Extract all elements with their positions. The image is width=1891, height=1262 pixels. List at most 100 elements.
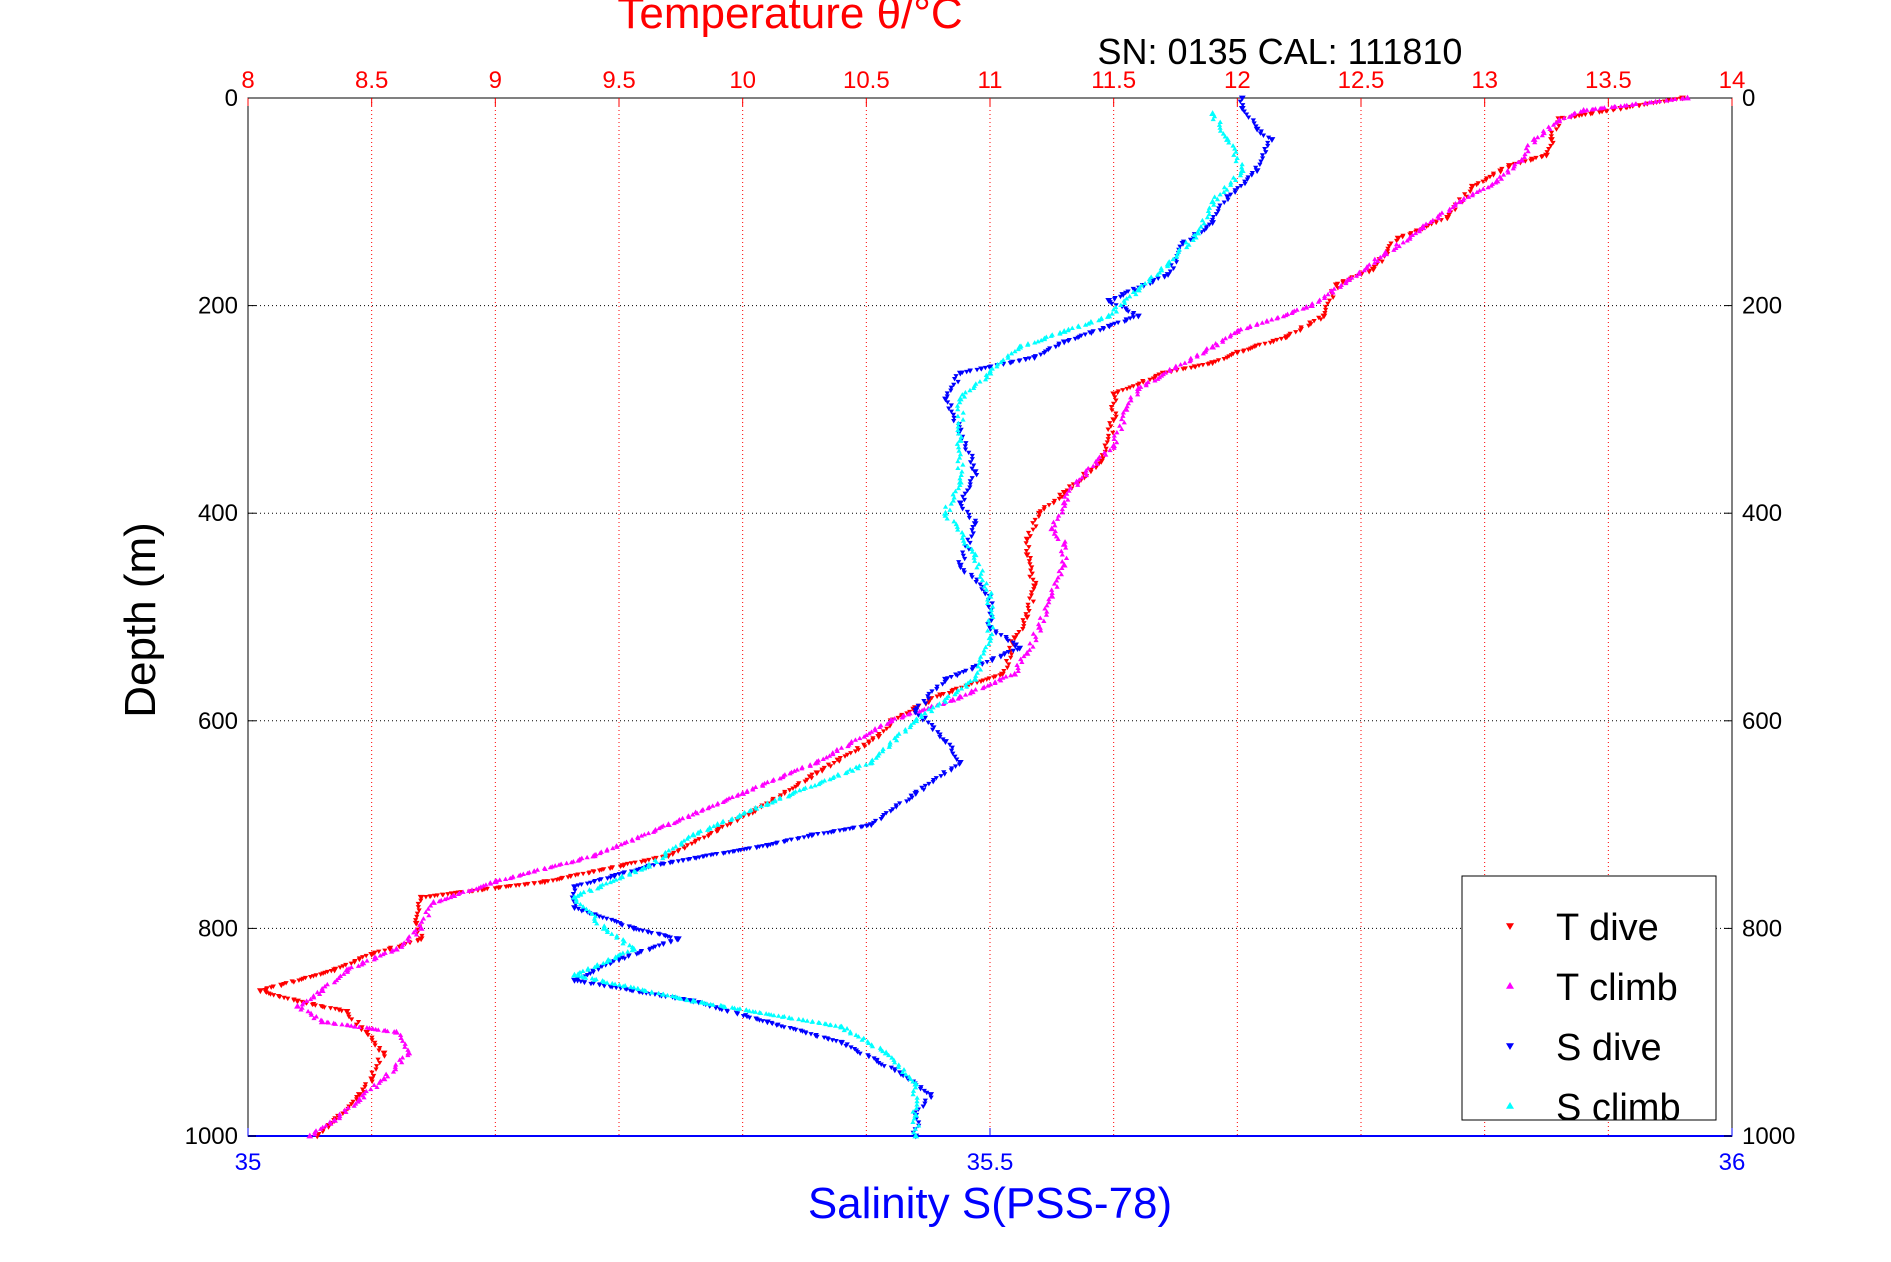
data-marker xyxy=(1026,608,1032,614)
data-marker xyxy=(678,996,684,1001)
data-marker xyxy=(1113,304,1119,310)
data-marker xyxy=(944,391,950,396)
data-marker xyxy=(449,891,455,897)
data-point xyxy=(1518,156,1526,163)
data-marker xyxy=(317,991,323,996)
data-point xyxy=(1036,623,1043,630)
data-marker xyxy=(1216,122,1223,127)
data-marker xyxy=(361,1094,367,1100)
data-marker xyxy=(1006,662,1012,667)
data-marker xyxy=(1037,615,1043,620)
data-marker xyxy=(318,1017,324,1022)
data-marker xyxy=(976,561,982,567)
y-axis-tick-label-right: 400 xyxy=(1742,500,1782,527)
data-marker xyxy=(1264,319,1270,324)
y-axis-tick-label: 800 xyxy=(198,915,238,942)
data-marker xyxy=(796,1016,802,1022)
data-marker xyxy=(1265,140,1271,146)
data-marker xyxy=(580,871,586,877)
data-marker xyxy=(1068,485,1074,490)
data-marker xyxy=(1306,323,1312,329)
data-marker xyxy=(970,524,976,530)
data-marker xyxy=(1220,131,1226,136)
data-marker xyxy=(966,515,972,521)
data-marker xyxy=(1122,300,1128,305)
data-marker xyxy=(962,389,968,395)
data-marker xyxy=(1500,172,1507,177)
data-marker xyxy=(866,730,872,736)
data-marker xyxy=(399,1055,406,1060)
data-marker xyxy=(954,757,960,762)
data-marker xyxy=(1444,216,1450,222)
data-marker xyxy=(969,549,975,554)
data-marker xyxy=(1033,637,1039,643)
data-marker xyxy=(620,950,626,955)
data-marker xyxy=(1523,145,1529,151)
data-marker xyxy=(951,495,957,500)
data-marker xyxy=(878,1062,884,1067)
data-marker xyxy=(910,1109,916,1114)
data-marker xyxy=(973,673,979,678)
data-marker xyxy=(609,985,615,990)
data-marker xyxy=(971,463,977,468)
data-point xyxy=(1031,583,1038,590)
data-marker xyxy=(1109,408,1115,413)
data-marker xyxy=(611,874,617,880)
data-marker xyxy=(947,698,954,703)
data-marker xyxy=(938,774,944,779)
data-marker xyxy=(1005,353,1011,358)
data-marker xyxy=(947,507,953,512)
data-marker xyxy=(910,1091,916,1097)
data-marker xyxy=(954,441,960,446)
data-marker xyxy=(586,871,592,876)
data-marker xyxy=(945,676,951,681)
data-marker xyxy=(974,367,980,373)
top-axis-tick-label: 9 xyxy=(489,67,502,94)
data-marker xyxy=(1058,548,1064,554)
data-marker xyxy=(507,875,513,881)
data-marker xyxy=(713,1006,719,1011)
data-marker xyxy=(955,424,961,429)
data-marker xyxy=(1102,443,1108,448)
data-marker xyxy=(369,1070,375,1076)
data-marker xyxy=(277,994,283,1000)
data-marker xyxy=(719,824,725,830)
series-t-climb xyxy=(294,94,1691,1139)
data-marker xyxy=(1201,220,1207,226)
data-marker xyxy=(967,460,974,465)
data-marker xyxy=(1049,587,1055,592)
data-marker xyxy=(726,850,732,855)
data-marker xyxy=(1104,440,1110,445)
data-marker xyxy=(954,524,960,529)
data-marker xyxy=(312,1131,318,1137)
data-marker xyxy=(955,431,962,436)
data-marker xyxy=(1113,411,1119,416)
data-marker xyxy=(646,857,652,863)
data-marker xyxy=(920,1104,926,1109)
data-marker xyxy=(971,385,977,391)
data-marker xyxy=(1245,347,1252,352)
data-point xyxy=(912,1080,920,1087)
data-marker xyxy=(1018,343,1024,348)
data-marker xyxy=(1672,96,1678,101)
data-marker xyxy=(604,876,611,881)
data-marker xyxy=(1187,358,1193,364)
data-marker xyxy=(1075,482,1081,487)
data-marker xyxy=(1322,311,1328,316)
data-marker xyxy=(1036,514,1042,520)
data-marker xyxy=(1045,347,1051,353)
data-marker xyxy=(790,786,796,791)
data-marker xyxy=(1124,296,1130,301)
data-marker xyxy=(1033,634,1039,639)
data-point xyxy=(600,925,608,931)
data-marker xyxy=(1262,341,1268,347)
data-marker xyxy=(594,963,601,968)
data-marker xyxy=(1263,150,1269,155)
data-marker xyxy=(1108,424,1114,429)
data-marker xyxy=(1447,206,1453,212)
data-marker xyxy=(1427,219,1434,225)
data-marker xyxy=(978,367,984,372)
data-marker xyxy=(1117,423,1123,428)
data-marker xyxy=(1001,652,1008,657)
data-marker xyxy=(921,699,927,704)
